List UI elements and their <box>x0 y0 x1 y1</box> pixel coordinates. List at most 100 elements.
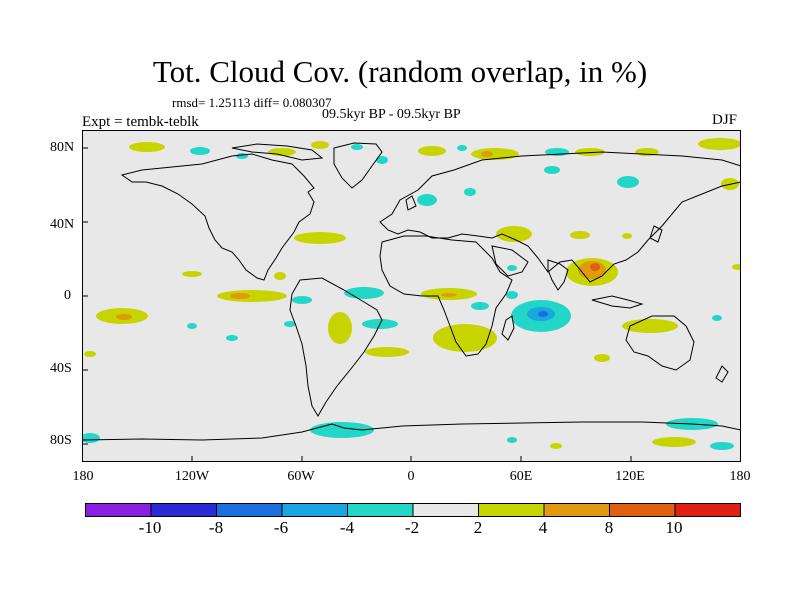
anomaly-blob <box>544 166 560 174</box>
lon-label-120w: 120W <box>174 469 210 484</box>
anomaly-blob <box>710 442 734 450</box>
anomaly-blob <box>617 176 639 188</box>
anomaly-blob <box>226 335 238 341</box>
lat-label-80n: 80N <box>50 140 75 155</box>
colorbar <box>85 503 741 517</box>
lon-label-60w: 60W <box>287 469 315 484</box>
colorbar-box <box>347 503 414 517</box>
season-label: DJF <box>712 112 738 128</box>
anomaly-blob <box>82 433 100 443</box>
anomaly-blob <box>129 142 165 152</box>
colorbar-label: -10 <box>138 518 162 537</box>
anomaly-blob <box>344 287 384 299</box>
anomaly-blob <box>507 437 517 443</box>
anomaly-blob <box>496 226 532 242</box>
anomaly-blob <box>351 144 363 150</box>
colorbar-box <box>85 503 152 517</box>
coastline-antarctica <box>82 421 741 441</box>
colorbar-box <box>478 503 545 517</box>
anomaly-blob <box>594 354 610 362</box>
period-label: 09.5kyr BP - 09.5kyr BP <box>322 107 461 122</box>
colorbar-box <box>216 503 283 517</box>
coastline-japan <box>649 225 663 243</box>
colorbar-box <box>150 503 217 517</box>
map-ticks <box>82 147 632 462</box>
anomaly-blob <box>365 347 409 357</box>
colorbar-label: -8 <box>208 518 224 537</box>
lon-label-60e: 60E <box>509 469 533 484</box>
anomaly-blob <box>712 315 722 321</box>
coastline-arctic-islands <box>231 143 324 161</box>
anomaly-blob <box>550 443 562 449</box>
anomaly-blob <box>230 293 250 299</box>
coastlines <box>82 142 741 441</box>
coastline-uk <box>405 195 417 211</box>
anomaly-blob <box>417 194 437 206</box>
lat-label-40n: 40N <box>50 217 75 232</box>
colorbar-label: 8 <box>604 518 614 537</box>
colorbar-label: 4 <box>538 518 548 537</box>
anomaly-blob <box>116 314 132 320</box>
anomaly-blob <box>732 264 741 270</box>
anomaly-blob <box>274 272 286 280</box>
colorbar-label: 10 <box>665 518 683 537</box>
anomaly-blob <box>590 263 600 271</box>
anomaly-blob <box>471 302 489 310</box>
anomaly-blob <box>311 141 329 149</box>
anomaly-blob <box>652 437 696 447</box>
coastline-north-america <box>120 153 315 281</box>
anomaly-blob <box>441 293 457 297</box>
colorbar-box <box>281 503 348 517</box>
coastline-arabia <box>491 245 529 277</box>
anomaly-blob <box>538 311 548 317</box>
anomaly-blob <box>457 145 467 151</box>
lat-label-80s: 80S <box>50 433 72 448</box>
colorbar-box <box>674 503 741 517</box>
coastline-madagascar <box>501 315 515 341</box>
coastline-new-zealand <box>715 365 729 383</box>
anomaly-blob <box>464 188 476 196</box>
coastline-greenland <box>333 142 383 189</box>
experiment-label: Expt = tembk-teblk <box>82 114 199 130</box>
anomaly-blob <box>481 151 493 157</box>
anomaly-blob <box>217 290 287 302</box>
anomaly-blob <box>506 291 518 299</box>
anomaly-blob <box>84 351 96 357</box>
coastline-australia <box>625 315 695 371</box>
colorbar-box <box>412 503 479 517</box>
anomaly-blob <box>418 146 446 156</box>
coastline-india <box>547 259 569 291</box>
colorbar-label: -2 <box>404 518 420 537</box>
anomaly-blob <box>187 323 197 329</box>
colorbar-box <box>609 503 676 517</box>
coastline-africa <box>379 235 513 357</box>
plot-title: Tot. Cloud Cov. (random overlap, in %) <box>152 54 648 89</box>
colorbar-label: 2 <box>473 518 483 537</box>
anomaly-blob <box>622 233 632 239</box>
map-background <box>82 130 741 462</box>
anomaly-blob <box>433 324 497 352</box>
anomaly-blob <box>294 232 346 244</box>
lon-label-180w: 180 <box>72 469 94 484</box>
anomaly-blob <box>698 138 741 150</box>
anomaly-blob <box>570 231 590 239</box>
colorbar-label: -4 <box>339 518 355 537</box>
coastline-south-america <box>289 277 383 417</box>
coastline-eurasia <box>379 151 741 283</box>
anomaly-blob <box>507 265 517 271</box>
colorbar-box <box>543 503 610 517</box>
lon-label-180e: 180 <box>729 469 751 484</box>
anomaly-blob <box>292 296 312 304</box>
lat-label-0: 0 <box>64 288 71 303</box>
anomaly-blob <box>182 271 202 277</box>
anomaly-blob <box>328 312 352 344</box>
anomaly-blob <box>575 148 605 156</box>
anomaly-blob <box>190 147 210 155</box>
anomaly-blob <box>376 156 388 164</box>
lat-label-40s: 40S <box>50 361 72 376</box>
anomaly-blob <box>622 319 678 333</box>
coastline-indonesia <box>591 295 644 309</box>
anomaly-blob <box>284 321 296 327</box>
world-map <box>82 130 741 462</box>
lon-label-0: 0 <box>407 469 415 484</box>
